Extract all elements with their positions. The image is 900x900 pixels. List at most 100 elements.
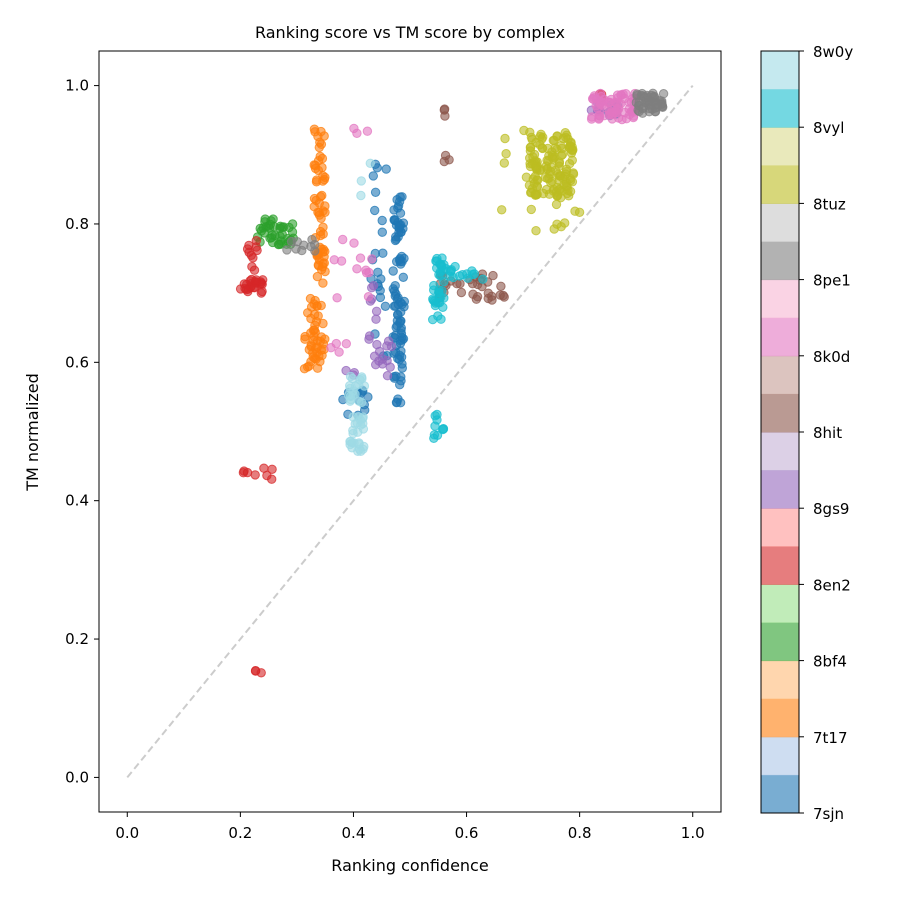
data-point [313, 260, 323, 270]
colorbar-segment [761, 774, 799, 814]
data-point [308, 352, 318, 362]
data-point [483, 288, 493, 298]
data-point [589, 93, 599, 103]
data-point [372, 339, 382, 350]
data-point [319, 131, 329, 141]
colorbar-tick-label: 8hit [813, 424, 842, 442]
data-point [644, 97, 654, 107]
data-point [282, 245, 292, 255]
data-point [308, 325, 319, 335]
data-point [378, 248, 388, 258]
colorbar-segment [761, 203, 799, 242]
data-point [286, 236, 297, 247]
data-point [429, 296, 440, 306]
data-point [538, 132, 548, 142]
x-tick-label: 0.8 [568, 824, 592, 842]
data-point [389, 286, 400, 296]
data-point [604, 110, 615, 120]
data-point [430, 421, 440, 431]
data-point [495, 290, 505, 300]
data-point [499, 158, 509, 168]
data-point [394, 354, 405, 365]
data-point [394, 227, 404, 238]
data-point [526, 204, 536, 215]
data-point [287, 219, 298, 229]
data-point [371, 314, 381, 324]
data-point [345, 371, 356, 382]
data-point [428, 314, 438, 325]
data-point [291, 244, 301, 254]
data-point [304, 361, 314, 371]
data-point [304, 344, 314, 355]
colorbar-segment [761, 165, 799, 204]
colorbar-segment [761, 660, 799, 700]
data-point [521, 172, 532, 182]
data-point [318, 318, 328, 329]
reference-diagonal-line [126, 84, 694, 779]
data-point [240, 283, 250, 294]
data-point [349, 123, 359, 134]
y-tick-label: 0.2 [65, 630, 89, 648]
data-point [542, 173, 553, 184]
data-point [547, 152, 557, 162]
x-axis-ticks: 0.0 0.2 0.4 0.6 0.8 1.0 [115, 812, 705, 842]
x-tick-label: 0.0 [115, 824, 139, 842]
x-axis-label: Ranking confidence [331, 856, 488, 875]
data-point [370, 205, 380, 216]
data-point [305, 293, 316, 304]
data-point [256, 668, 266, 678]
x-tick-label: 0.6 [455, 824, 479, 842]
data-point [375, 292, 386, 303]
colorbar-tick-label: 8vyl [813, 119, 844, 137]
x-tick-label: 0.2 [228, 824, 252, 842]
data-point [429, 433, 439, 443]
data-point [519, 125, 529, 136]
data-point [239, 466, 249, 476]
data-point [394, 197, 405, 207]
colorbar-segment [761, 584, 799, 623]
data-point [332, 293, 342, 303]
data-point [488, 270, 498, 281]
data-point [568, 145, 578, 155]
colorbar [760, 50, 800, 814]
data-point [368, 281, 379, 291]
colorbar-segment [761, 432, 799, 471]
data-point [317, 153, 328, 164]
data-point [528, 152, 538, 162]
data-point [315, 192, 326, 202]
chart-title: Ranking score vs TM score by complex [255, 23, 565, 42]
data-point [440, 150, 451, 161]
data-point [364, 334, 374, 344]
data-point [357, 374, 367, 384]
colorbar-tick-label: 7sjn [813, 805, 844, 823]
data-point [497, 205, 507, 215]
data-point [568, 169, 579, 179]
scatter-points [235, 88, 669, 678]
data-point [251, 236, 261, 246]
data-point [595, 88, 606, 99]
colorbar-segment [761, 622, 799, 662]
data-point [262, 470, 272, 481]
colorbar-ticks: 7sjn 7t17 8bf4 8en2 8gs9 8hit 8k0d 8pe1 8tuz 8vyl… [799, 43, 853, 823]
colorbar-segment [761, 317, 799, 357]
plot-area [98, 50, 722, 813]
data-point [628, 112, 639, 123]
data-point [380, 301, 391, 311]
data-point [348, 425, 358, 436]
data-point [594, 113, 604, 123]
data-point [478, 274, 488, 284]
data-point [279, 222, 289, 232]
data-point [363, 292, 374, 302]
data-point [610, 97, 620, 108]
colorbar-segment [761, 355, 799, 395]
data-point [319, 174, 329, 185]
colorbar-segment [761, 127, 799, 166]
data-point [537, 143, 547, 153]
data-point [531, 226, 541, 236]
colorbar-tick-label: 8pe1 [813, 272, 851, 290]
y-tick-label: 0.6 [65, 353, 89, 371]
data-point [245, 276, 255, 286]
colorbar-tick-label: 8gs9 [813, 500, 849, 518]
colorbar-tick-label: 8tuz [813, 195, 846, 213]
data-point [300, 334, 310, 344]
